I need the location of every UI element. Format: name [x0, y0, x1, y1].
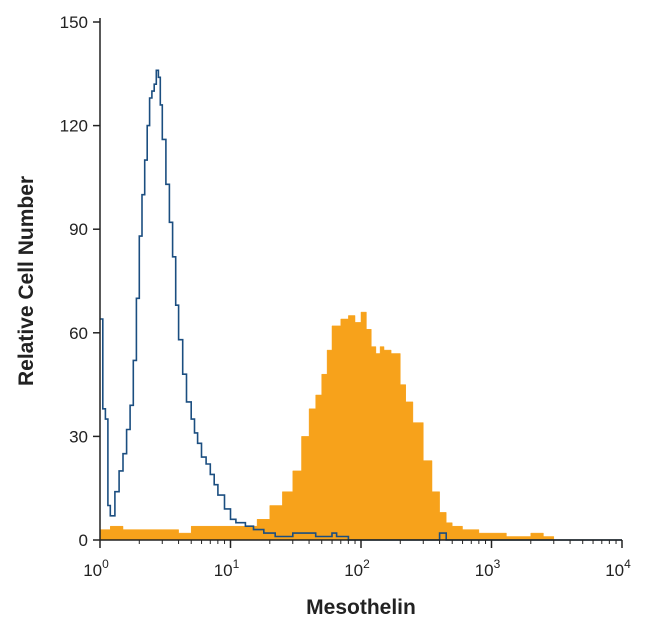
x-tick-label: 100 — [83, 557, 109, 580]
y-tick-label: 60 — [69, 324, 88, 343]
y-ticks: 0 30 60 90 120 150 — [60, 13, 100, 550]
x-tick-label: 102 — [344, 557, 370, 580]
x-tick-label: 101 — [214, 557, 240, 580]
x-ticks: 100 101 102 103 104 — [83, 540, 631, 580]
y-axis-title: Relative Cell Number — [15, 176, 38, 386]
y-tick-label: 150 — [60, 13, 88, 32]
x-axis-title: Mesothelin — [306, 596, 416, 619]
series-1-histogram — [100, 312, 554, 540]
x-tick-label: 103 — [475, 557, 501, 580]
y-tick-label: 120 — [60, 117, 88, 136]
y-tick-label: 90 — [69, 220, 88, 239]
y-tick-label: 0 — [79, 531, 88, 550]
y-tick-label: 30 — [69, 427, 88, 446]
x-tick-label: 104 — [605, 557, 631, 580]
chart: 0 30 60 90 120 150 100 101 102 103 104 Mesothelin… — [0, 0, 650, 632]
series-layer — [100, 70, 622, 540]
